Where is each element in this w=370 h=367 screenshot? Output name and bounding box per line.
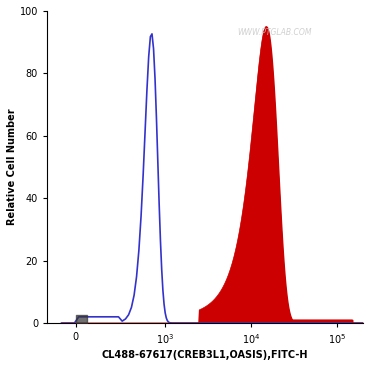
- X-axis label: CL488-67617(CREB3L1,OASIS),FITC-H: CL488-67617(CREB3L1,OASIS),FITC-H: [102, 350, 308, 360]
- Y-axis label: Relative Cell Number: Relative Cell Number: [7, 109, 17, 225]
- Text: WWW.PTGLAB.COM: WWW.PTGLAB.COM: [237, 28, 312, 37]
